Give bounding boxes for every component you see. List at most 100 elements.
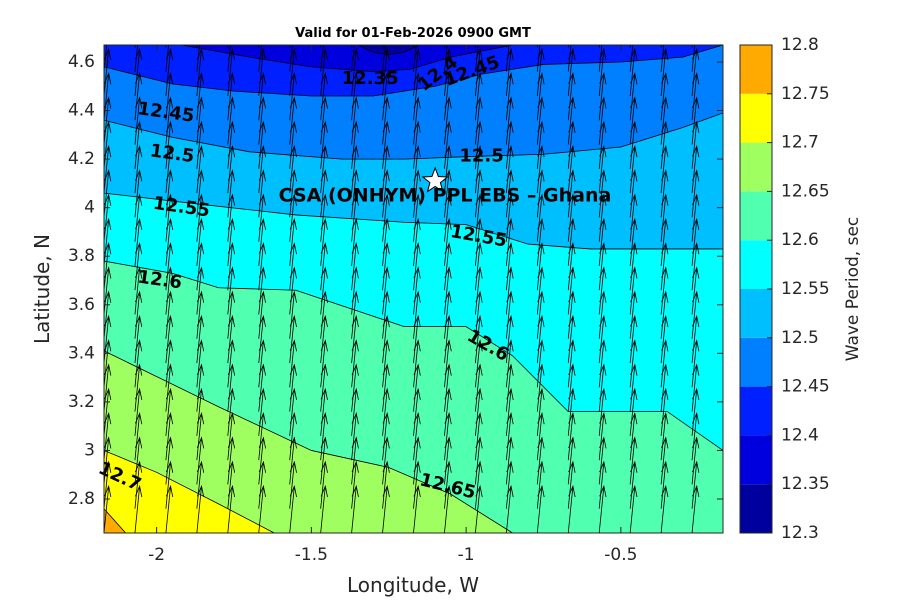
y-tick-label: 3.8 xyxy=(68,246,95,266)
colorbar-tick-label: 12.8 xyxy=(781,35,819,55)
wave-arrow xyxy=(567,45,569,48)
wave-arrow xyxy=(722,189,723,194)
y-tick-label: 3.4 xyxy=(68,343,95,363)
site-star-icon xyxy=(421,166,449,193)
x-tick-label: -0.5 xyxy=(604,545,637,565)
wave-arrow xyxy=(475,45,479,72)
wave-arrow xyxy=(536,45,541,72)
colorbar-tick-label: 12.3 xyxy=(781,523,819,543)
contour-line-12-5 xyxy=(104,112,723,160)
y-tick-label: 3 xyxy=(84,440,95,460)
wave-arrow xyxy=(722,67,723,72)
wave-arrow xyxy=(629,45,631,48)
colorbar-swatch xyxy=(740,240,772,289)
contour-line-12-75 xyxy=(104,508,126,533)
y-tick-label: 3.2 xyxy=(68,392,95,412)
wave-arrow xyxy=(691,45,696,72)
wave-arrow xyxy=(691,45,693,48)
wave-arrow xyxy=(722,45,723,48)
colorbar-swatch xyxy=(740,45,772,94)
wave-arrow xyxy=(598,45,603,72)
y-tick-label: 4 xyxy=(84,198,95,218)
site-label: CSA (ONHYM) PPL EBS – Ghana xyxy=(279,185,612,207)
wave-arrow xyxy=(598,45,600,48)
wave-arrow xyxy=(722,431,723,436)
colorbar-swatch xyxy=(740,191,772,241)
x-tick-label: -1 xyxy=(458,545,475,565)
wave-arrow xyxy=(227,45,229,48)
wave-arrow xyxy=(289,45,293,72)
contour-label: 12.5 xyxy=(459,146,503,167)
wave-arrow xyxy=(722,237,723,242)
colorbar-tick-label: 12.45 xyxy=(781,377,830,397)
y-axis-ticks: 2.8 3 3.2 3.4 3.6 3.8 4 4.2 4.4 4.6 xyxy=(68,52,723,509)
wave-arrow xyxy=(722,261,723,266)
wave-arrow xyxy=(134,45,136,48)
y-tick-label: 4.6 xyxy=(68,52,95,72)
wave-arrow xyxy=(165,45,167,48)
plot-frame xyxy=(103,44,724,534)
wave-arrow xyxy=(722,480,723,485)
x-tick-label: -2 xyxy=(148,545,165,565)
wave-arrow xyxy=(722,334,723,339)
x-axis-label: Longitude, W xyxy=(347,573,479,597)
x-axis-ticks: -2 -1.5 -1 -0.5 xyxy=(148,45,637,565)
colorbar-swatch xyxy=(740,289,772,338)
wave-arrow xyxy=(660,45,665,72)
contour-line-12-45 xyxy=(104,45,723,97)
y-tick-label: 3.6 xyxy=(68,295,95,315)
wave-arrow xyxy=(722,213,723,218)
wave-arrow xyxy=(722,359,723,364)
wave-arrow xyxy=(722,91,723,96)
wave-arrow xyxy=(722,504,723,509)
wave-arrow xyxy=(722,456,723,461)
colorbar-tick-label: 12.5 xyxy=(781,328,819,348)
contour-line-12-6 xyxy=(104,260,723,451)
colorbar: 12.3 12.35 12.4 12.45 12.5 12.55 12.6 12.65 12.7… xyxy=(739,35,830,543)
wave-arrow xyxy=(134,45,139,72)
wave-arrow xyxy=(413,45,417,72)
wave-arrow xyxy=(536,45,538,48)
chart-title: Valid for 01-Feb-2026 0900 GMT xyxy=(295,26,531,41)
colorbar-swatch xyxy=(740,337,772,387)
contour-line-12-55 xyxy=(104,192,723,250)
wave-arrow xyxy=(722,286,723,291)
y-tick-label: 2.8 xyxy=(68,489,95,509)
colorbar-swatch xyxy=(740,386,772,436)
site-marker-group: CSA (ONHYM) PPL EBS – Ghana xyxy=(279,166,612,207)
colorbar-tick-label: 12.7 xyxy=(781,133,819,153)
wave-arrow xyxy=(165,45,169,72)
wave-arrow xyxy=(258,45,260,48)
colorbar-swatch xyxy=(740,435,772,485)
wave-arrow xyxy=(382,45,386,72)
colorbar-swatch xyxy=(740,93,772,143)
colorbar-tick-label: 12.65 xyxy=(781,181,830,201)
wave-direction-arrows xyxy=(104,45,723,533)
x-tick-label: -1.5 xyxy=(295,545,328,565)
wave-arrow xyxy=(722,116,723,121)
colorbar-swatch xyxy=(740,142,772,192)
wave-arrow xyxy=(104,45,108,72)
colorbar-tick-label: 12.55 xyxy=(781,279,830,299)
colorbar-tick-label: 12.35 xyxy=(781,474,830,494)
wave-arrow xyxy=(722,140,723,145)
wave-arrow xyxy=(196,45,198,48)
wave-arrow xyxy=(104,45,105,48)
colorbar-tick-label: 12.4 xyxy=(781,425,819,445)
contour-line-12-7 xyxy=(104,450,275,533)
contour-label: 12.35 xyxy=(342,68,399,89)
wave-arrow xyxy=(444,45,448,72)
band-fill-12-7 xyxy=(104,450,275,533)
y-tick-label: 4.4 xyxy=(68,101,95,121)
wave-arrow xyxy=(227,45,231,72)
wave-arrow xyxy=(722,310,723,315)
wave-arrow xyxy=(505,45,510,72)
wave-arrow xyxy=(629,45,634,72)
colorbar-tick-label: 12.75 xyxy=(781,84,830,104)
wave-arrow xyxy=(722,528,723,533)
band-fill-12-65 xyxy=(104,350,513,533)
plot-area xyxy=(104,45,723,533)
wave-arrow xyxy=(196,45,200,72)
